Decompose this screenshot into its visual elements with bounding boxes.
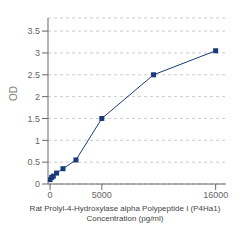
svg-text:0: 0 [48, 190, 53, 200]
svg-text:1: 1 [35, 136, 40, 146]
svg-text:3.5: 3.5 [27, 26, 40, 36]
svg-text:2.5: 2.5 [27, 70, 40, 80]
html-text:Concentration (pg/ml): Concentration (pg/ml) [86, 214, 164, 223]
svg-text:5000: 5000 [92, 190, 112, 200]
html-text:Rat Prolyl-4-Hydroxylase alpha: Rat Prolyl-4-Hydroxylase alpha Polypepti… [29, 204, 221, 213]
svg-text:OD: OD [8, 86, 19, 101]
svg-text:16000: 16000 [203, 190, 228, 200]
svg-text:0.5: 0.5 [27, 157, 40, 167]
svg-text:2: 2 [35, 92, 40, 102]
svg-text:0: 0 [35, 179, 40, 189]
svg-text:1.5: 1.5 [27, 114, 40, 124]
svg-text:3: 3 [35, 48, 40, 58]
